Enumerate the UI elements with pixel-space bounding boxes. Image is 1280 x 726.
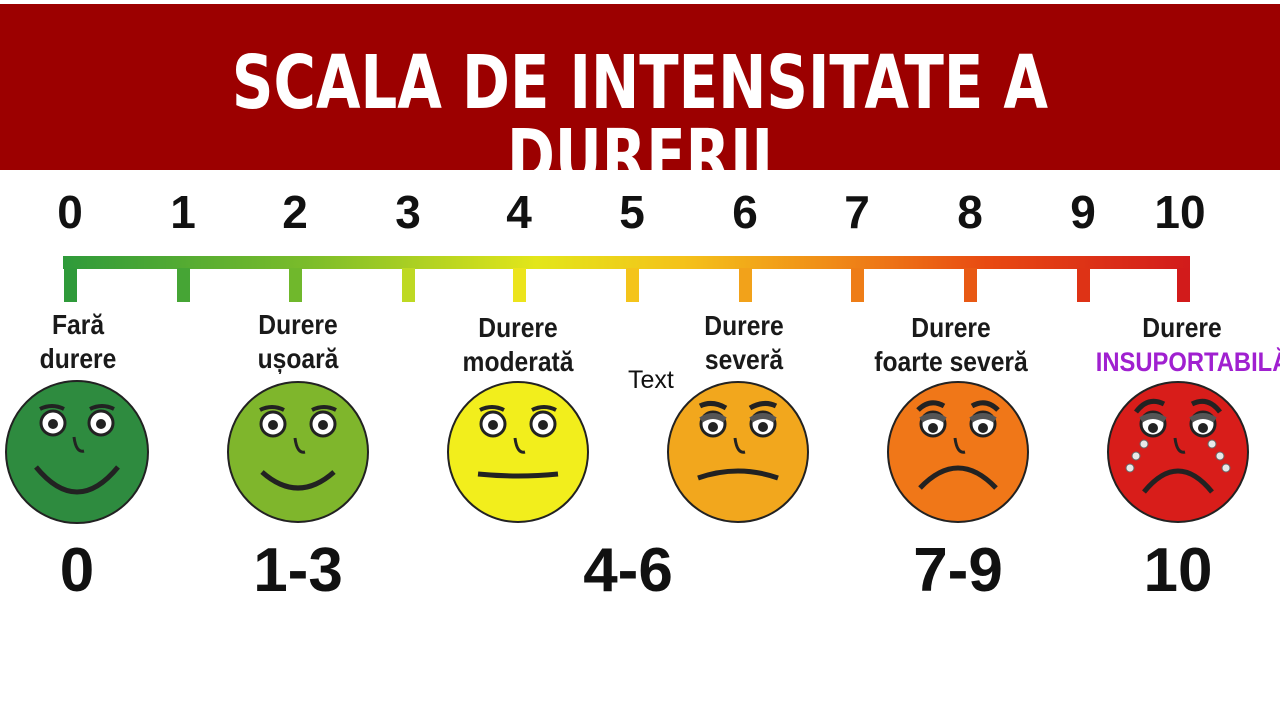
- level-label-line2: ușoară: [257, 343, 339, 374]
- face-icon-severe: [667, 381, 809, 523]
- scale-tick: [851, 268, 864, 302]
- title-banner: [0, 4, 1280, 170]
- scale-tick: [626, 268, 639, 302]
- level-label-line2: severă: [704, 344, 784, 375]
- range-no-pain: 0: [59, 536, 95, 605]
- scale-tick: [64, 268, 77, 302]
- level-label-line2: foarte severă: [874, 346, 1028, 377]
- level-label-line2: moderată: [462, 346, 574, 377]
- face-circle: [667, 381, 809, 523]
- range-mild: 1-3: [253, 536, 343, 605]
- face-circle: [1107, 381, 1249, 523]
- scale-number-3: 3: [395, 186, 421, 238]
- scale-number-8: 8: [957, 186, 983, 238]
- scale-number-5: 5: [619, 186, 645, 238]
- scale-tick: [964, 268, 977, 302]
- level-label-line1: Fară: [51, 309, 105, 340]
- scale-number-4: 4: [506, 186, 532, 238]
- face-icon-no-pain: [5, 380, 149, 524]
- face-icon-very-severe: [887, 381, 1029, 523]
- range-unbearable: 10: [1143, 536, 1213, 605]
- page-title: SCALA DE INTENSITATE A DURERII: [231, 40, 1049, 200]
- scale-number-1: 1: [170, 186, 196, 238]
- scale-number-2: 2: [282, 186, 308, 238]
- scale-tick: [1077, 268, 1090, 302]
- face-icon-unbearable: [1107, 381, 1249, 523]
- face-icon-moderate: [447, 381, 589, 523]
- scale-tick: [402, 268, 415, 302]
- stray-text-label: Text: [628, 366, 674, 394]
- scale-tick: [739, 268, 752, 302]
- scale-number-9: 9: [1070, 186, 1096, 238]
- scale-tick: [289, 268, 302, 302]
- face-circle: [5, 380, 149, 524]
- face-circle: [227, 381, 369, 523]
- level-label-unbearable: Durere INSUPORTABILĂ: [1095, 311, 1280, 379]
- level-label-line1: Durere: [704, 310, 784, 341]
- level-label-moderate: Durere moderată: [439, 311, 597, 379]
- range-moderate-severe: 4-6: [583, 536, 673, 605]
- face-icon-mild: [227, 381, 369, 523]
- scale-tick: [1177, 268, 1190, 302]
- level-label-mild: Durere ușoară: [228, 308, 369, 376]
- scale-number-6: 6: [732, 186, 758, 238]
- level-label-line2: durere: [39, 343, 117, 374]
- scale-gradient-bar: [63, 256, 1190, 269]
- level-label-line2: INSUPORTABILĂ: [1095, 347, 1280, 377]
- level-label-severe: Durere severă: [675, 309, 812, 377]
- scale-tick: [177, 268, 190, 302]
- level-label-line1: Durere: [911, 312, 991, 343]
- face-circle: [887, 381, 1029, 523]
- scale-number-0: 0: [57, 186, 83, 238]
- level-label-line1: Durere: [1142, 312, 1222, 343]
- level-label-no-pain: Fară durere: [9, 308, 146, 376]
- range-very-severe: 7-9: [913, 536, 1003, 605]
- face-circle: [447, 381, 589, 523]
- scale-tick: [513, 268, 526, 302]
- scale-number-7: 7: [844, 186, 870, 238]
- level-label-line1: Durere: [478, 312, 558, 343]
- scale-number-10: 10: [1154, 186, 1206, 238]
- level-label-line1: Durere: [258, 309, 338, 340]
- level-label-very-severe: Durere foarte severă: [852, 311, 1051, 379]
